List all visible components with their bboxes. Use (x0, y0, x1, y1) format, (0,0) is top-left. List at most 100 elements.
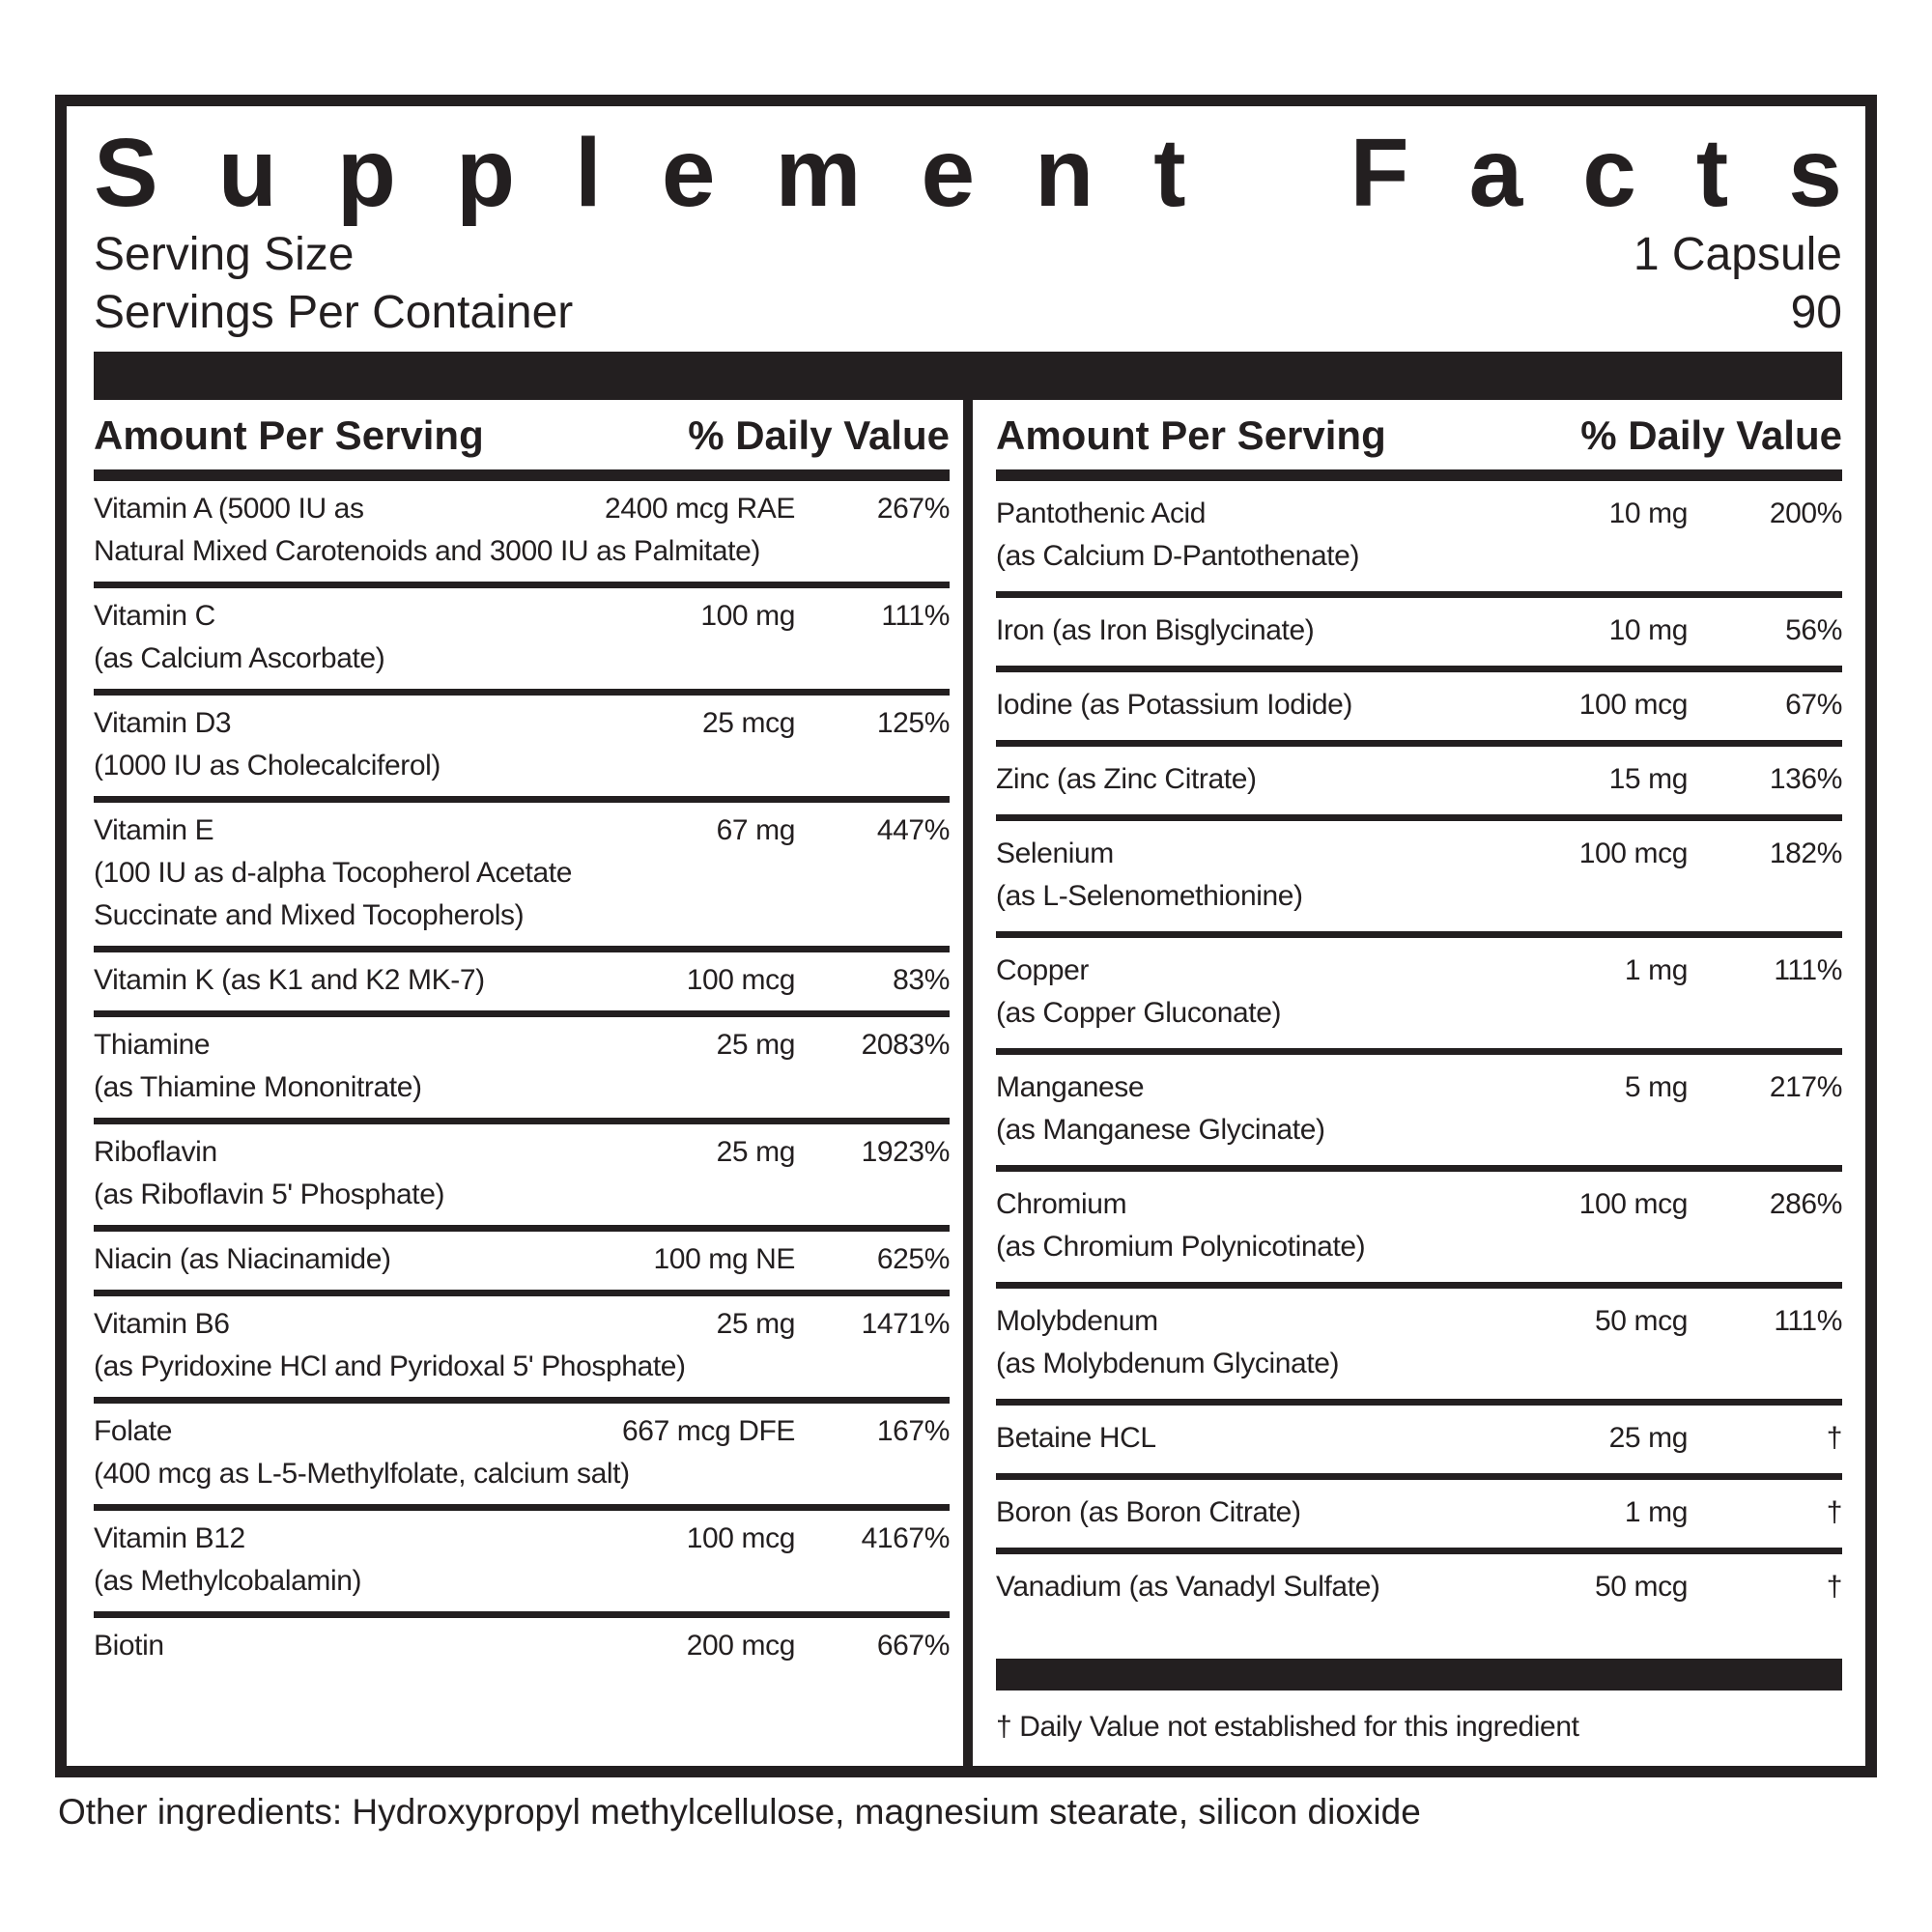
nutrient-amount: 100 mcg (1578, 689, 1689, 721)
nutrient-name: Betaine HCL (996, 1422, 1156, 1454)
nutrient-row: Betaine HCL 25 mg † (996, 1406, 1842, 1480)
title-letter: t (1695, 119, 1729, 227)
nutrient-amount: 25 mg (716, 1029, 796, 1061)
nutrient-row: Iron (as Iron Bisglycinate) 10 mg 56% (996, 598, 1842, 672)
nutrient-row: Vitamin K (as K1 and K2 MK-7) 100 mcg 83% (94, 952, 950, 1017)
title-letter: l (575, 119, 602, 227)
nutrient-amount: 5 mg (1624, 1071, 1689, 1103)
nutrient-name: Vitamin E (94, 814, 214, 846)
nutrient-name: Biotin (94, 1630, 164, 1662)
nutrient-source-detail: (as Manganese Glycinate) (996, 1114, 1325, 1146)
serving-size-value: 1 Capsule (1633, 229, 1842, 280)
nutrient-row: Chromium 100 mcg 286% (as Chromium Polynico… (996, 1172, 1842, 1289)
nutrient-amount: 100 mcg (1578, 838, 1689, 869)
nutrient-amount: 100 mcg (1578, 1188, 1689, 1220)
nutrient-daily-value: 4167% (861, 1522, 951, 1554)
nutrient-source-detail: (as Thiamine Mononitrate) (94, 1071, 422, 1103)
nutrient-amount: 67 mg (716, 814, 796, 846)
nutrient-daily-value: 111% (1774, 1305, 1842, 1337)
nutrient-name: Chromium (996, 1188, 1127, 1220)
title-letter: F (1350, 119, 1409, 227)
nutrient-row-line: Vitamin K (as K1 and K2 MK-7) 100 mcg 83% (94, 959, 950, 1002)
daily-value-footnote: † Daily Value not established for this i… (996, 1711, 1579, 1743)
header-divider-bar (94, 352, 1842, 400)
nutrient-row-line: Manganese 5 mg 217% (996, 1066, 1842, 1109)
nutrient-amount: 10 mg (1608, 497, 1689, 529)
footnote-divider-bar (996, 1659, 1842, 1690)
nutrient-row-line: Molybdenum 50 mcg 111% (996, 1300, 1842, 1343)
nutrient-name: Niacin (as Niacinamide) (94, 1243, 391, 1275)
nutrient-amount: 100 mcg (686, 1522, 796, 1554)
nutrient-daily-value: 125% (876, 707, 951, 739)
nutrient-row-line: Iodine (as Potassium Iodide) 100 mcg 67% (996, 684, 1842, 726)
nutrient-daily-value: 200% (1769, 497, 1843, 529)
title-letter: t (1153, 119, 1186, 227)
nutrient-daily-value: 67% (1785, 689, 1842, 721)
nutrient-name: Vitamin C (94, 600, 215, 632)
servings-per-container-value: 90 (1790, 287, 1842, 338)
nutrient-row: Vitamin A (5000 IU as 2400 mcg RAE 267% Nat… (94, 481, 950, 588)
title-letter: p (455, 119, 516, 227)
nutrient-row-line: Riboflavin 25 mg 1923% (94, 1131, 950, 1174)
nutrient-name: Riboflavin (94, 1136, 217, 1168)
nutrient-amount: 25 mg (716, 1308, 796, 1340)
nutrient-amount: 200 mcg (686, 1630, 796, 1662)
nutrient-amount: 100 mg NE (653, 1243, 796, 1275)
nutrient-daily-value: 1923% (861, 1136, 951, 1168)
nutrient-row: Boron (as Boron Citrate) 1 mg † (996, 1480, 1842, 1554)
nutrient-row-line: Selenium 100 mcg 182% (996, 833, 1842, 875)
daily-value-header: % Daily Value (1580, 412, 1842, 458)
title-letter: S (94, 119, 158, 227)
nutrient-amount: 50 mcg (1595, 1571, 1688, 1603)
nutrient-row: Vitamin D3 25 mcg 125% (1000 IU as Cholecal… (94, 696, 950, 803)
nutrient-row-line: Vanadium (as Vanadyl Sulfate) 50 mcg † (996, 1566, 1842, 1608)
nutrient-row-line: Vitamin E 67 mg 447% (94, 810, 950, 852)
column-divider (963, 400, 973, 1766)
nutrient-name: Copper (996, 954, 1089, 986)
left-column-header: Amount Per Serving % Daily Value (94, 400, 950, 481)
nutrient-row-line: Folate 667 mcg DFE 167% (94, 1410, 950, 1453)
nutrient-amount: 2400 mcg RAE (605, 493, 795, 525)
nutrient-row: Zinc (as Zinc Citrate) 15 mg 136% (996, 747, 1842, 821)
nutrient-daily-value: † (1826, 1422, 1843, 1454)
nutrient-name: Selenium (996, 838, 1114, 869)
nutrient-amount: 50 mcg (1595, 1305, 1688, 1337)
left-rows: Vitamin A (5000 IU as 2400 mcg RAE 267% Nat… (94, 481, 950, 1676)
serving-size-label: Serving Size (94, 229, 355, 280)
nutrient-name: Vitamin D3 (94, 707, 232, 739)
title-letter: a (1468, 119, 1523, 227)
nutrient-source-detail: (as Copper Gluconate) (996, 997, 1282, 1029)
right-rows: Pantothenic Acid 10 mg 200% (as Calcium D-P… (996, 481, 1842, 1622)
nutrient-source-detail: (100 IU as d-alpha Tocopherol Acetate Su… (94, 857, 572, 931)
title-letter: s (1788, 119, 1842, 227)
nutrient-row: Vitamin B12 100 mcg 4167% (as Methylcobalam… (94, 1511, 950, 1618)
nutrient-daily-value: † (1826, 1496, 1843, 1528)
nutrient-row: Riboflavin 25 mg 1923% (as Riboflavin 5' Ph… (94, 1124, 950, 1232)
nutrient-amount: 25 mcg (702, 707, 795, 739)
nutrient-daily-value: 111% (1774, 954, 1842, 986)
nutrient-name: Pantothenic Acid (996, 497, 1207, 529)
nutrient-source-detail: (as Pyridoxine HCl and Pyridoxal 5' Phos… (94, 1350, 686, 1382)
nutrient-daily-value: 2083% (861, 1029, 951, 1061)
daily-value-header: % Daily Value (688, 412, 950, 458)
nutrient-row-line: Vitamin C 100 mg 111% (94, 595, 950, 638)
servings-per-container-row: Servings Per Container 90 (94, 284, 1842, 342)
title-word-gap (1246, 120, 1291, 226)
amount-per-serving-header: Amount Per Serving (996, 412, 1386, 458)
title-letter: p (336, 119, 396, 227)
nutrient-daily-value: 217% (1769, 1071, 1843, 1103)
nutrient-daily-value: † (1826, 1571, 1843, 1603)
nutrient-row: Pantothenic Acid 10 mg 200% (as Calcium D-P… (996, 481, 1842, 598)
nutrient-row: Copper 1 mg 111% (as Copper Gluconate) (996, 938, 1842, 1055)
title-letter: e (661, 119, 716, 227)
nutrient-amount: 100 mg (700, 600, 795, 632)
nutrient-row: Manganese 5 mg 217% (as Manganese Glycinate… (996, 1055, 1842, 1172)
nutrient-daily-value: 111% (881, 600, 950, 632)
right-column: Amount Per Serving % Daily Value Pantoth… (973, 400, 1842, 1766)
nutrient-row-line: Biotin 200 mcg 667% (94, 1625, 950, 1667)
nutrient-name: Iron (as Iron Bisglycinate) (996, 614, 1315, 646)
nutrient-name: Manganese (996, 1071, 1145, 1103)
nutrient-source-detail: (400 mcg as L-5-Methylfolate, calcium sa… (94, 1458, 630, 1490)
